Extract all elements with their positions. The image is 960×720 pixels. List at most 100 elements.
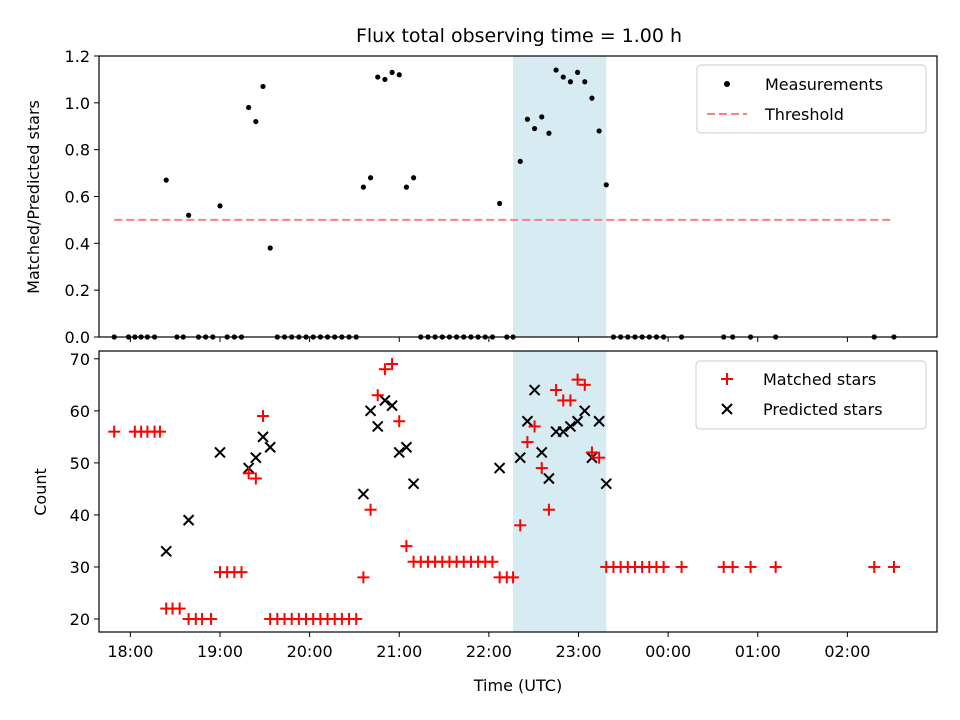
legend-threshold-label: Threshold xyxy=(764,105,844,124)
measurement-point xyxy=(596,128,602,134)
matched-star-point xyxy=(578,378,591,391)
matched-star-point xyxy=(585,446,598,459)
measurement-point xyxy=(582,79,588,85)
predicted-star-point xyxy=(250,451,262,464)
predicted-star-point xyxy=(557,425,569,438)
measurement-point xyxy=(267,245,273,251)
matched-star-point xyxy=(205,612,218,625)
measurement-point xyxy=(367,175,374,181)
predicted-star-point xyxy=(264,441,276,453)
predicted-star-point xyxy=(593,415,605,427)
measurement-point xyxy=(375,74,381,80)
x-tick-label: 18:00 xyxy=(107,642,153,661)
x-axis-label: Time (UTC) xyxy=(473,676,562,695)
measurement-point xyxy=(410,175,417,181)
matched-star-point xyxy=(357,571,370,584)
x-tick-label: 20:00 xyxy=(287,642,333,661)
legend-predicted-marker xyxy=(721,403,733,415)
matched-star-point xyxy=(571,373,584,386)
matched-star-point xyxy=(675,560,688,573)
matched-star-point xyxy=(514,519,527,532)
predicted-star-point xyxy=(528,384,541,396)
observing-window-highlight xyxy=(513,56,607,337)
matched-star-point xyxy=(235,566,248,579)
matched-star-point xyxy=(726,560,739,573)
predicted-star-point xyxy=(536,446,548,459)
matched-star-point xyxy=(769,560,782,573)
y-tick-label: 0.6 xyxy=(65,188,90,207)
matched-star-point xyxy=(378,363,391,376)
top-legend-box xyxy=(696,64,927,134)
top-y-axis-label: Matched/Predicted stars xyxy=(24,100,43,294)
y-tick-label: 70 xyxy=(70,350,90,369)
legend-measurements-marker xyxy=(724,81,730,87)
matched-star-point xyxy=(364,503,377,516)
predicted-star-point xyxy=(564,420,577,433)
matched-star-point xyxy=(542,503,555,516)
predicted-star-point xyxy=(393,446,405,459)
bottom-legend: Matched stars Predicted stars xyxy=(695,360,927,430)
predicted-star-point xyxy=(600,477,612,490)
measurement-point xyxy=(389,69,395,75)
predicted-star-point xyxy=(521,415,534,427)
legend-matched-marker xyxy=(721,373,733,385)
y-tick-label: 1.0 xyxy=(65,94,90,113)
legend-matched-label: Matched stars xyxy=(763,370,876,389)
bottom-legend-box xyxy=(695,360,927,430)
measurement-point xyxy=(260,83,266,90)
measurement-point xyxy=(382,76,388,83)
measurement-point xyxy=(560,74,566,80)
matched-star-point xyxy=(564,394,577,407)
measurement-point xyxy=(163,177,169,183)
measurement-point xyxy=(396,72,402,78)
predicted-star-point xyxy=(493,462,506,474)
matched-star-point xyxy=(593,451,606,464)
measurement-point xyxy=(524,116,531,122)
top-panel: Flux total observing time = 1.00 h 0.0 0.… xyxy=(24,25,938,347)
x-tick-label: 23:00 xyxy=(555,642,601,661)
top-legend: Measurements Threshold xyxy=(696,64,927,134)
predicted-star-point xyxy=(182,514,195,526)
x-tick-label: 21:00 xyxy=(376,642,422,661)
legend-measurements-label: Measurements xyxy=(765,75,883,94)
measurement-point xyxy=(603,182,609,188)
measurement-point xyxy=(217,203,223,209)
measurement-point xyxy=(589,95,595,101)
measurement-point xyxy=(403,184,410,190)
predicted-star-point xyxy=(372,420,384,433)
y-tick-label: 60 xyxy=(70,402,90,421)
chart-title: Flux total observing time = 1.00 h xyxy=(356,25,682,47)
measurement-point xyxy=(517,158,523,164)
predicted-star-point xyxy=(400,441,413,453)
matched-star-point xyxy=(173,602,186,615)
measurement-point xyxy=(539,114,545,120)
measurement-point xyxy=(246,104,252,111)
matched-star-point xyxy=(350,612,363,625)
predicted-star-point xyxy=(257,431,269,443)
predicted-star-point xyxy=(407,477,420,490)
measurement-point xyxy=(360,184,366,190)
measurement-point xyxy=(253,118,259,125)
y-tick-label: 40 xyxy=(70,506,90,525)
predicted-star-point xyxy=(364,405,377,417)
matched-star-point xyxy=(868,560,881,573)
y-tick-label: 0.0 xyxy=(65,328,90,347)
predicted-star-point xyxy=(386,399,398,412)
matched-star-point xyxy=(108,425,121,438)
matched-star-point xyxy=(257,410,270,423)
matched-star-point xyxy=(486,555,499,568)
predicted-star-point xyxy=(543,472,555,485)
predicted-star-point xyxy=(514,451,526,464)
matched-star-point xyxy=(400,540,413,553)
predicted-star-point xyxy=(357,488,370,500)
bottom-panel: 20 30 40 50 60 70 18:00 19:00 20:00 21:00 22:00 23… xyxy=(31,350,938,695)
matched-star-point xyxy=(657,560,670,573)
matched-star-point xyxy=(393,415,406,428)
y-tick-label: 0.8 xyxy=(65,141,90,160)
y-tick-label: 50 xyxy=(70,454,90,473)
x-tick-label: 22:00 xyxy=(466,642,512,661)
matched-star-point xyxy=(521,436,534,449)
matched-star-point xyxy=(249,472,262,485)
matched-star-point xyxy=(507,571,520,584)
predicted-star-point xyxy=(160,545,172,558)
